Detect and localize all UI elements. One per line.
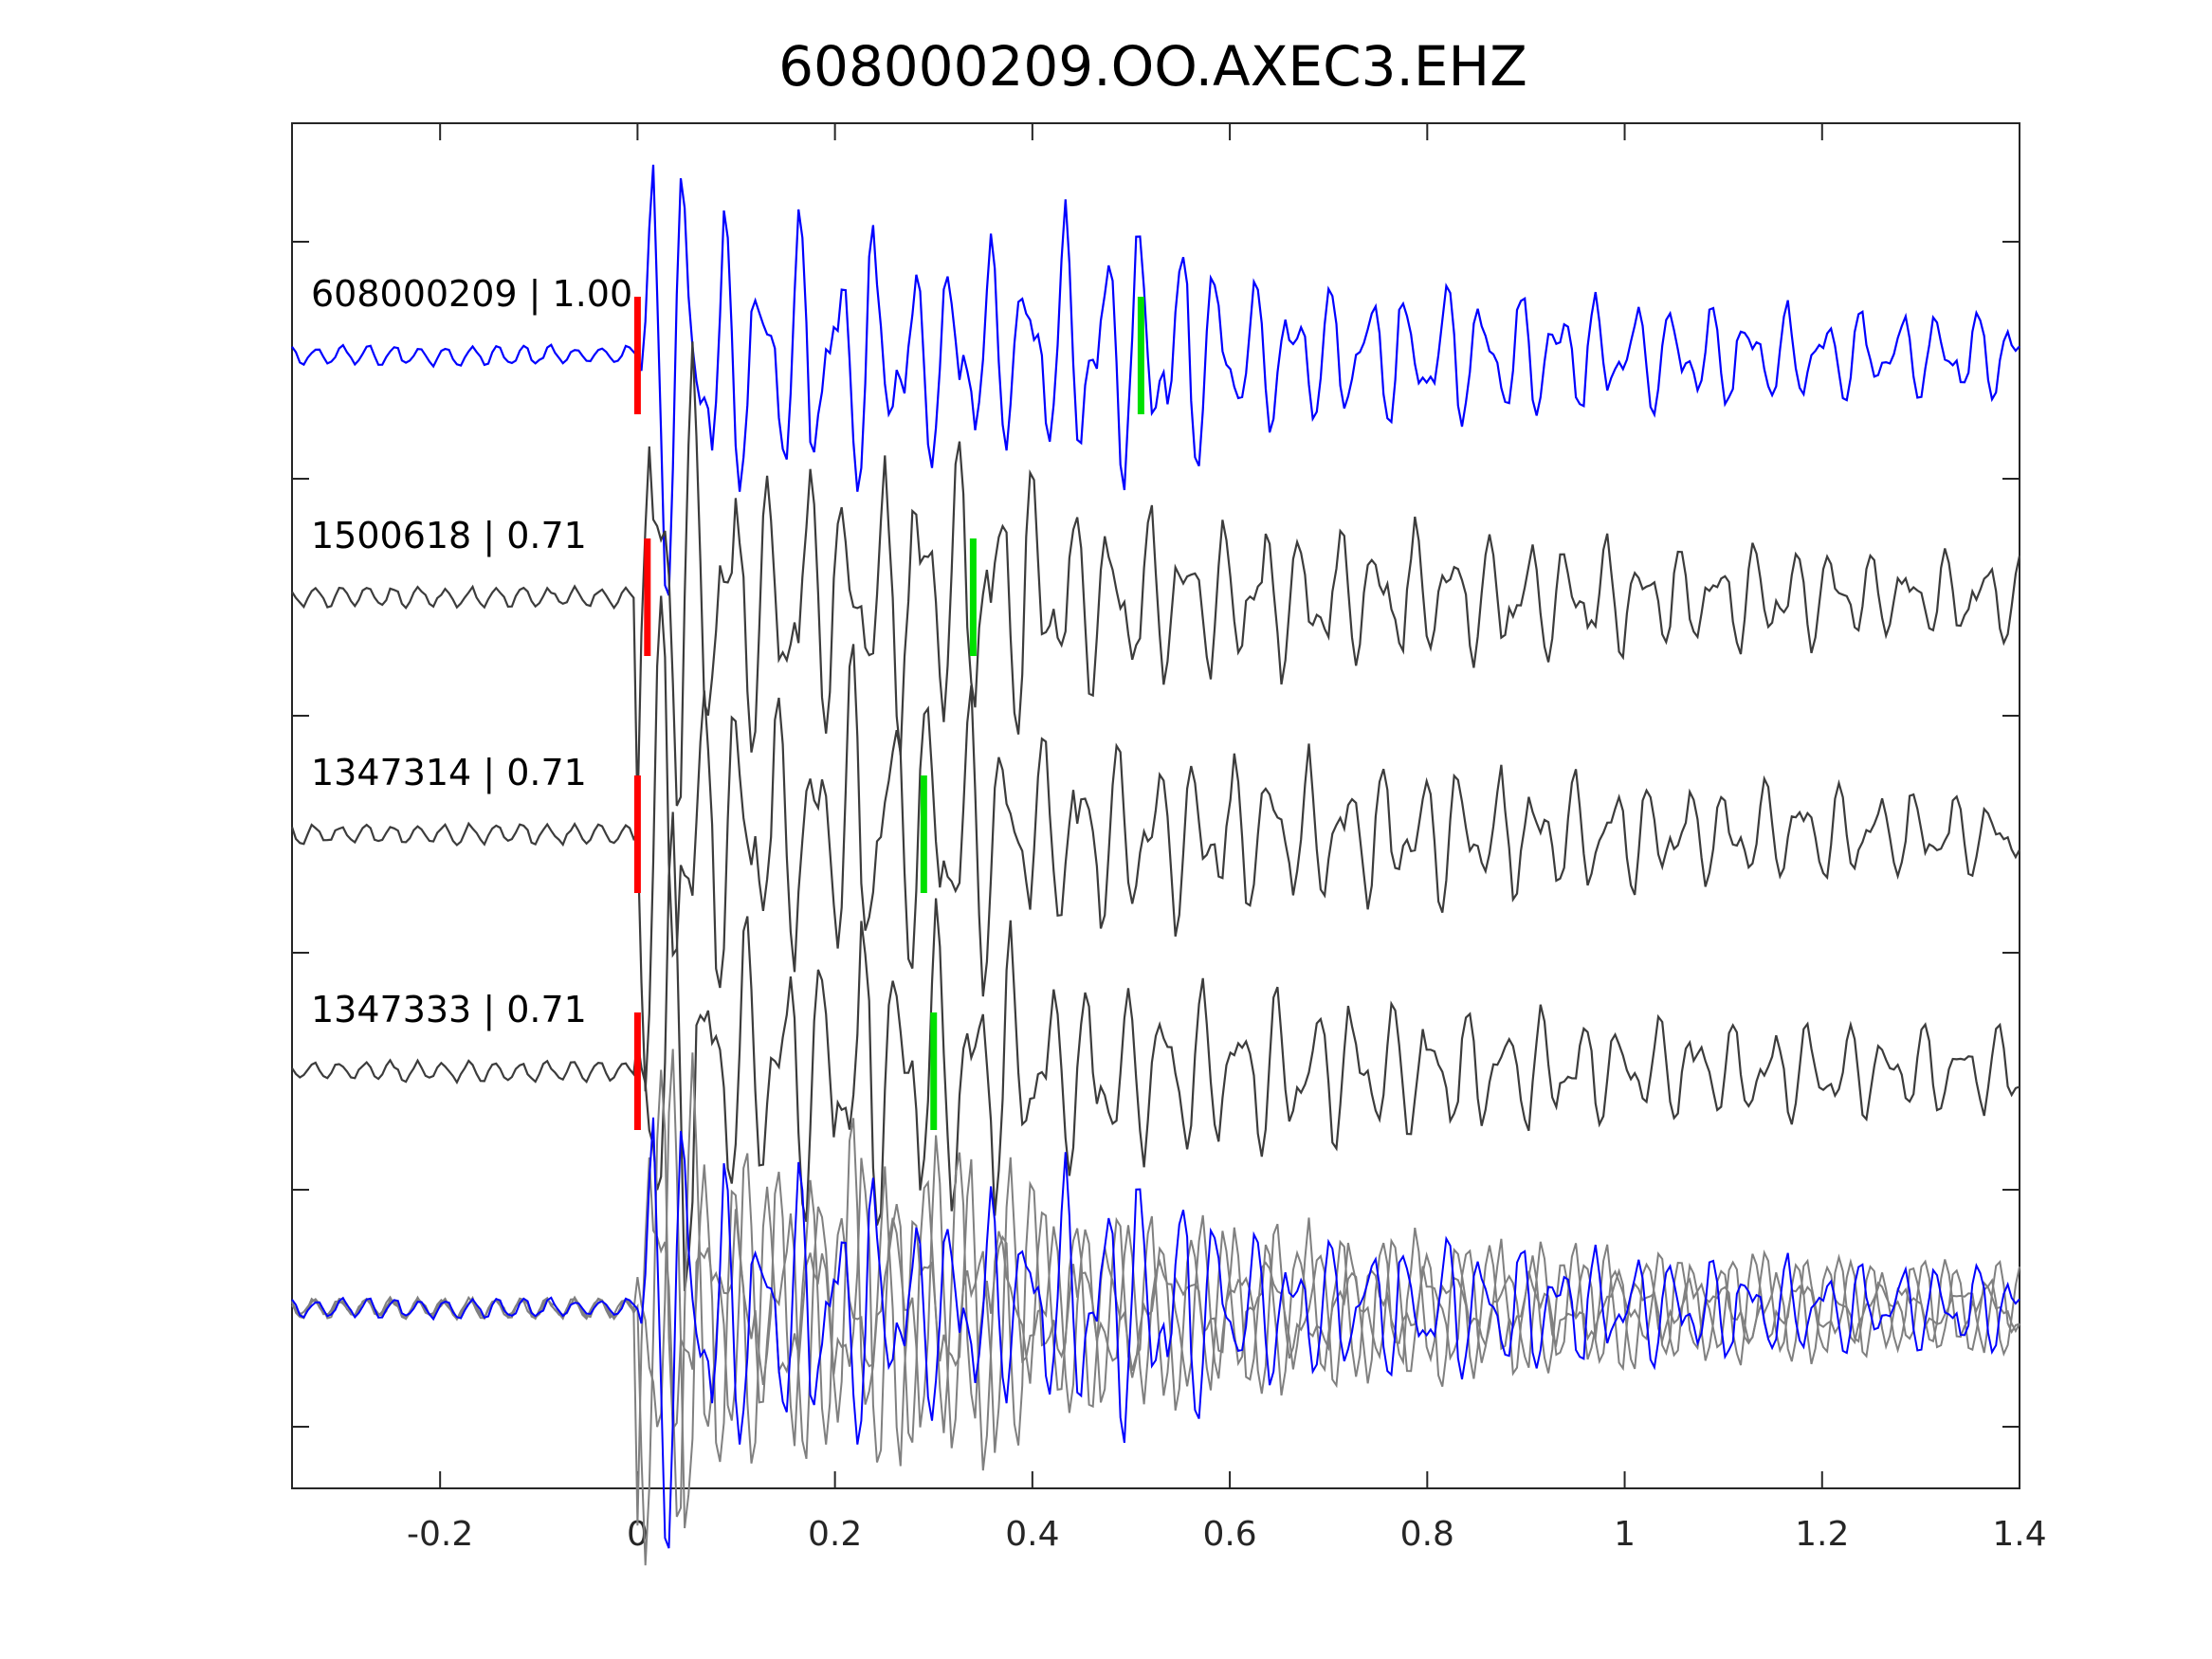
axes-box xyxy=(291,122,2020,1489)
trace-label: 1347333 | 0.71 xyxy=(311,989,587,1031)
x-tick-label: 0.4 xyxy=(1005,1515,1059,1554)
trace-label: 608000209 | 1.00 xyxy=(311,273,632,316)
trace-line xyxy=(291,164,2020,596)
overlay-trace-line xyxy=(291,1117,2020,1549)
x-tick-label: 0.8 xyxy=(1400,1515,1454,1554)
trace-line xyxy=(290,595,2020,1092)
x-tick-label: 1.4 xyxy=(1992,1515,2046,1554)
x-tick-label: 1.2 xyxy=(1795,1515,1849,1554)
chart-title: 608000209.OO.AXEC3.EHZ xyxy=(778,34,1527,99)
x-tick-label: -0.2 xyxy=(407,1515,473,1554)
overlay-trace-line xyxy=(291,1069,2020,1566)
trace-line xyxy=(291,341,2021,815)
trace-line xyxy=(291,811,2020,1292)
plot-area: -0.2 0 0.2 0.4 0.6 0.8 1 1.2 1.4 608000209 | 1.00… xyxy=(290,122,2047,1566)
x-tick-label: 1 xyxy=(1614,1515,1636,1554)
x-tick-label: 0 xyxy=(627,1515,649,1554)
trace-label: 1347314 | 0.71 xyxy=(311,752,587,794)
x-tick-label: 0.2 xyxy=(808,1515,862,1554)
overlay-trace-line xyxy=(291,1052,2020,1526)
trace-label: 1500618 | 0.71 xyxy=(311,515,587,557)
x-tick-label: 0.6 xyxy=(1202,1515,1256,1554)
